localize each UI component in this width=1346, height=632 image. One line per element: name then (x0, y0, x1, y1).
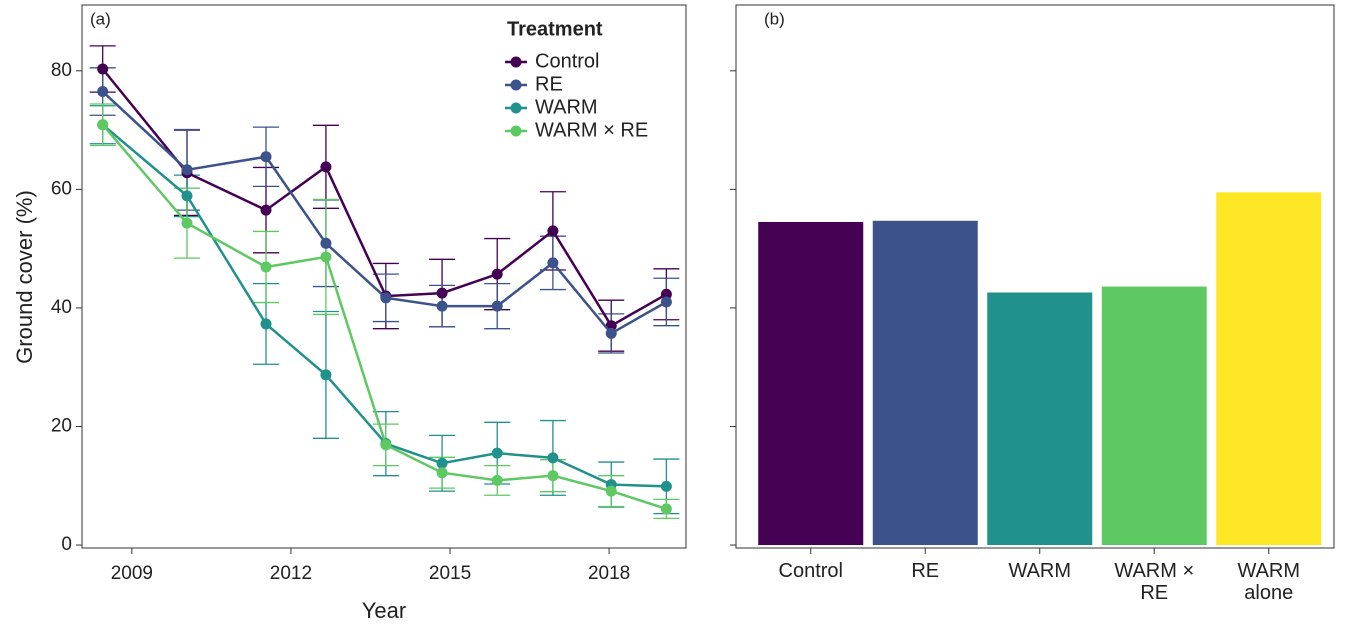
data-point (380, 292, 392, 304)
legend-label: WARM × RE (535, 119, 648, 141)
y-tick-label: 20 (51, 415, 72, 436)
bar (872, 220, 978, 546)
panel-b-title: (b) (764, 9, 785, 28)
x-tick-label: 2015 (429, 563, 471, 584)
x-tick-label-box: WARM (1008, 560, 1072, 582)
data-point (320, 369, 332, 381)
x-tick-label: WARM (1008, 560, 1072, 582)
data-point (320, 237, 332, 249)
data-point (436, 467, 448, 479)
data-point (320, 161, 332, 173)
x-tick-label: WARM alone (1237, 560, 1301, 604)
bar (758, 221, 864, 546)
x-tick-label-box: Control (778, 560, 843, 582)
x-tick-label: 2012 (270, 563, 312, 584)
x-tick-label-box: WARM × RE (1114, 560, 1195, 604)
data-point (260, 261, 272, 273)
legend-swatch (510, 56, 522, 68)
x-tick-label: RE (911, 560, 940, 582)
bar (987, 292, 1093, 546)
panel-a-title: (a) (90, 9, 111, 28)
data-point (491, 474, 503, 486)
legend-title: Treatment (507, 18, 603, 40)
y-tick-label: 80 (51, 60, 72, 81)
x-tick-label: 2018 (588, 563, 630, 584)
data-point (491, 268, 503, 280)
data-point (260, 151, 272, 163)
y-tick-label: 60 (51, 178, 72, 199)
data-point (320, 251, 332, 263)
data-point (436, 300, 448, 312)
data-point (260, 204, 272, 216)
panel-b-frame (735, 4, 1335, 549)
series-line (101, 123, 667, 511)
legend-swatch (510, 125, 522, 137)
series-line (101, 123, 667, 488)
data-point (605, 485, 617, 497)
data-point (436, 287, 448, 299)
data-point (605, 327, 617, 339)
y-axis-label: Ground cover (%) (12, 190, 37, 364)
x-axis-label: Year (362, 598, 406, 623)
x-tick-label: WARM × RE (1114, 560, 1195, 604)
series-line (101, 68, 667, 328)
data-point (181, 190, 193, 202)
data-point (97, 86, 109, 98)
series-line (101, 90, 667, 336)
data-point (547, 225, 559, 237)
panel-a-frame (81, 4, 687, 549)
x-tick-label-box: WARM alone (1237, 560, 1301, 604)
data-point (436, 457, 448, 469)
data-point (660, 296, 672, 308)
y-tick-label: 40 (51, 297, 72, 318)
bar (1216, 192, 1322, 546)
data-point (660, 288, 672, 300)
x-tick-label: Control (778, 560, 843, 582)
data-point (97, 119, 109, 131)
legend-label: WARM (535, 96, 598, 118)
y-tick-label: 0 (61, 534, 72, 555)
legend-label: Control (535, 50, 599, 72)
data-point (547, 470, 559, 482)
data-point (660, 503, 672, 515)
data-point (491, 300, 503, 312)
data-point (181, 164, 193, 176)
data-point (380, 439, 392, 451)
data-point (547, 452, 559, 464)
data-point (181, 217, 193, 229)
data-point (260, 318, 272, 330)
data-point (547, 257, 559, 269)
bar (1101, 286, 1207, 546)
x-tick-label: 2009 (111, 563, 153, 584)
legend-label: RE (535, 73, 563, 95)
data-point (660, 480, 672, 492)
data-point (97, 63, 109, 75)
data-point (491, 447, 503, 459)
legend-swatch (510, 79, 522, 91)
x-tick-label-box: RE (911, 560, 940, 582)
legend-swatch (510, 102, 522, 114)
